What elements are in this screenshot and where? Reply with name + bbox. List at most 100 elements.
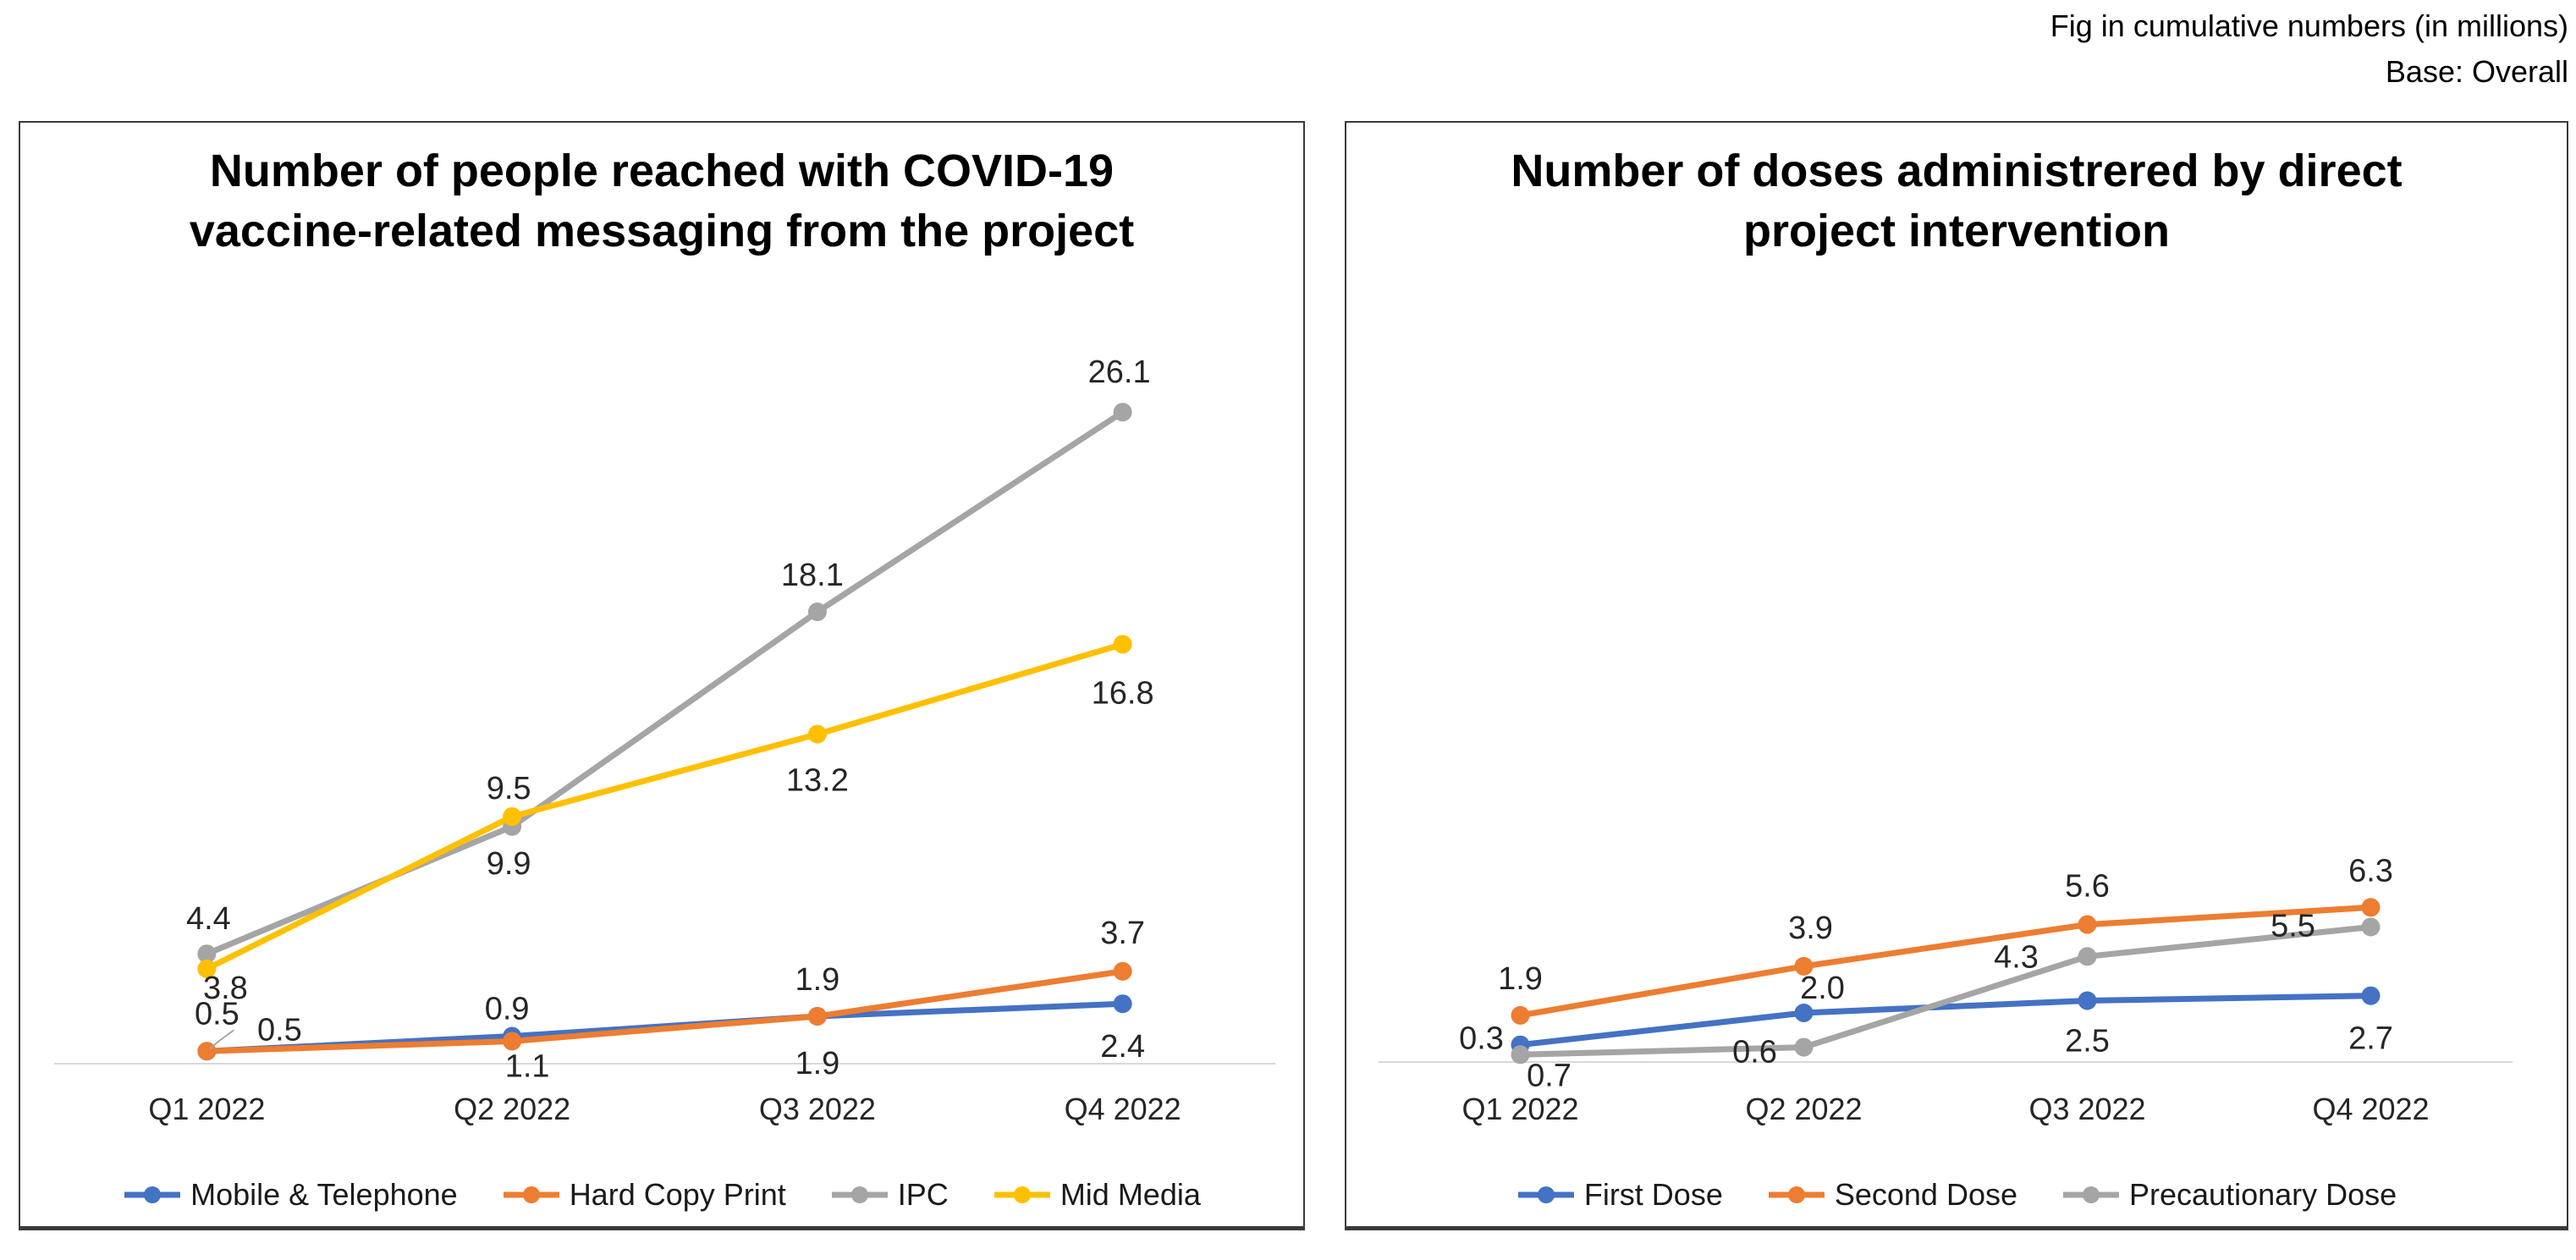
data-point-ipc [807, 602, 827, 622]
line-marker-icon [124, 1186, 181, 1203]
data-point-second-dose [1511, 1005, 1530, 1025]
legend-item-ipc: IPC [830, 1177, 949, 1213]
legend-label: Second Dose [1834, 1177, 2017, 1212]
x-category-label: Q3 2022 [759, 1092, 876, 1126]
legend-label: Precautionary Dose [2129, 1177, 2397, 1212]
data-label-mid-media: 3.8 [203, 971, 248, 1006]
chart-title: Number of doses administrered by direct … [1346, 141, 2567, 262]
legend-label: Hard Copy Print [569, 1177, 786, 1212]
legend-item-precautionary-dose: Precautionary Dose [2061, 1177, 2397, 1213]
figure-annotation: Fig in cumulative numbers (in millions) … [2050, 3, 2568, 95]
data-label-mid-media: 16.8 [1092, 675, 1154, 711]
data-label-ipc: 9.5 [487, 771, 531, 806]
data-point-mid-media [503, 806, 522, 826]
line-marker-icon [2063, 1186, 2119, 1203]
data-label-precautionary-dose: 5.5 [2271, 909, 2315, 944]
data-point-hard-copy-print [503, 1032, 522, 1051]
data-label-mid-media: 9.9 [487, 846, 531, 882]
legend-item-mid-media: Mid Media [993, 1177, 1201, 1213]
x-category-label: Q2 2022 [454, 1092, 570, 1126]
data-label-hard-copy-print: 0.5 [195, 996, 239, 1032]
data-point-ipc [1113, 403, 1132, 422]
series-line-mid-media [205, 641, 1124, 972]
data-point-hard-copy-print [807, 1006, 827, 1026]
data-label-first-dose: 2.7 [2348, 1021, 2393, 1057]
line-marker-icon [1517, 1186, 1574, 1203]
line-marker-icon [994, 1186, 1050, 1203]
data-point-mid-media [1113, 635, 1132, 654]
legend-item-mobile-telephone: Mobile & Telephone [123, 1177, 458, 1213]
x-category-label: Q4 2022 [2312, 1092, 2429, 1126]
data-label-hard-copy-print: 1.9 [795, 962, 839, 998]
line-marker-icon [1768, 1186, 1825, 1203]
chart-title-line2: vaccine-related messaging from the proje… [189, 206, 1135, 257]
annotation-units-note: Fig in cumulative numbers (in millions) [2050, 8, 2568, 43]
data-label-ipc: 18.1 [781, 558, 844, 593]
data-label-second-dose: 5.6 [2065, 869, 2110, 905]
data-label-mobile-telephone: 0.5 [257, 1012, 302, 1048]
line-marker-icon [831, 1186, 888, 1203]
chart-panel-messaging-reach: Number of people reached with COVID-19 v… [19, 121, 1305, 1230]
data-label-first-dose: 2.5 [2065, 1024, 2110, 1059]
legend-item-first-dose: First Dose [1516, 1177, 1723, 1213]
chart-panel-doses-administered: Number of doses administrered by direct … [1345, 121, 2568, 1230]
series-line-second-dose [1519, 904, 2371, 1019]
data-point-precautionary-dose [1511, 1045, 1530, 1065]
data-label-mobile-telephone: 2.4 [1100, 1029, 1145, 1065]
data-point-hard-copy-print [1113, 961, 1132, 981]
legend-label: IPC [897, 1177, 949, 1212]
x-category-label: Q3 2022 [2028, 1092, 2145, 1126]
x-category-label: Q1 2022 [1461, 1092, 1578, 1126]
legend-label: Mobile & Telephone [190, 1177, 458, 1212]
data-label-second-dose: 1.9 [1498, 961, 1543, 997]
data-label-hard-copy-print: 3.7 [1100, 916, 1145, 951]
data-label-first-dose: 0.7 [1527, 1059, 1571, 1094]
line-chart-plot: Q1 2022 Q2 2022 Q3 2022 Q4 2022 0.7 2.0 2.5 2.7… [1379, 853, 2513, 1126]
line-marker-icon [503, 1186, 559, 1203]
data-point-second-dose [2078, 915, 2097, 934]
chart-title: Number of people reached with COVID-19 v… [20, 141, 1303, 262]
data-point-mid-media [197, 959, 217, 978]
data-point-ipc [197, 944, 217, 964]
chart-title-line1: Number of doses administrered by direct [1511, 146, 2403, 196]
data-label-precautionary-dose: 4.3 [1994, 939, 2039, 975]
data-point-first-dose [2078, 991, 2097, 1010]
legend-item-hard-copy-print: Hard Copy Print [502, 1177, 786, 1213]
x-category-label: Q2 2022 [1745, 1092, 1862, 1126]
series-line-precautionary-dose [1520, 924, 2371, 1058]
data-point-hard-copy-print [197, 1042, 217, 1061]
x-category-label: Q4 2022 [1065, 1092, 1181, 1126]
chart-legend: Mobile & Telephone Hard Copy Print IPC M… [20, 1177, 1303, 1213]
data-point-mid-media [807, 724, 827, 744]
data-point-second-dose [1794, 956, 1814, 976]
annotation-base-note: Base: Overall [2385, 54, 2568, 89]
data-point-mobile-telephone [1113, 994, 1132, 1014]
data-point-first-dose [2361, 986, 2381, 1005]
data-label-precautionary-dose: 0.3 [1459, 1021, 1504, 1056]
data-label-hard-copy-print: 0.9 [485, 991, 530, 1026]
legend-label: Mid Media [1060, 1177, 1201, 1212]
data-label-second-dose: 6.3 [2348, 853, 2393, 889]
legend-item-second-dose: Second Dose [1767, 1177, 2017, 1213]
label-leader-line [209, 1029, 234, 1049]
data-label-precautionary-dose: 0.6 [1732, 1035, 1777, 1070]
data-point-precautionary-dose [1794, 1037, 1814, 1057]
data-label-mobile-telephone: 1.1 [505, 1049, 550, 1085]
data-point-precautionary-dose [2361, 917, 2381, 937]
data-point-first-dose [1794, 1004, 1814, 1022]
data-label-ipc: 4.4 [186, 901, 231, 937]
chart-title-line1: Number of people reached with COVID-19 [209, 146, 1115, 196]
legend-label: First Dose [1583, 1177, 1723, 1212]
series-line-first-dose [1520, 993, 2371, 1048]
data-label-ipc: 26.1 [1088, 355, 1151, 390]
line-chart-plot: Q1 2022 Q2 2022 Q3 2022 Q4 2022 0.5 1.1 1.9 2.4… [54, 355, 1275, 1126]
chart-legend: First Dose Second Dose Precautionary Dos… [1346, 1177, 2567, 1213]
data-label-mid-media: 13.2 [786, 763, 849, 799]
chart-title-line2: project intervention [1742, 206, 2171, 257]
x-category-label: Q1 2022 [148, 1092, 265, 1126]
data-point-precautionary-dose [2078, 947, 2097, 966]
data-point-second-dose [2361, 898, 2381, 917]
data-label-second-dose: 3.9 [1788, 911, 1833, 946]
data-label-mobile-telephone: 1.9 [795, 1046, 839, 1081]
data-label-first-dose: 2.0 [1800, 971, 1845, 1006]
